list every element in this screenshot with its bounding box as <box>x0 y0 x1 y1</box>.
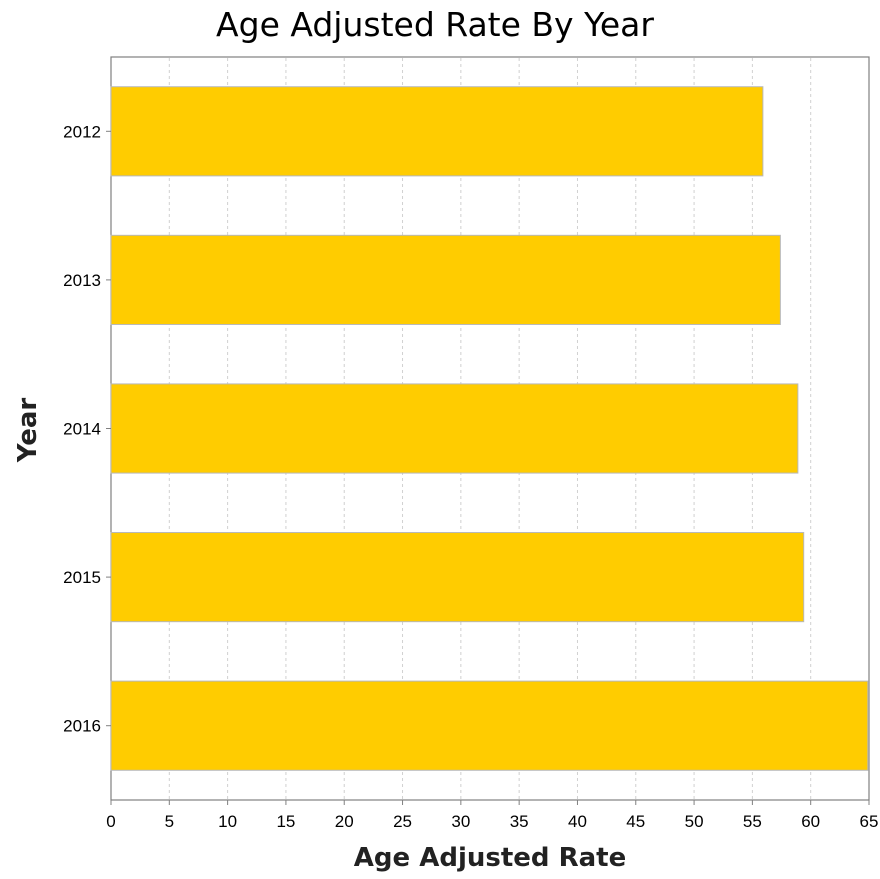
x-tick-label: 45 <box>626 812 645 831</box>
x-tick-label: 0 <box>106 812 115 831</box>
bar-2016 <box>110 680 869 771</box>
bar-2014 <box>110 383 799 474</box>
x-tick-label: 60 <box>801 812 820 831</box>
y-tick-label: 2013 <box>63 271 101 290</box>
bar-2015 <box>110 532 805 623</box>
y-axis-title: Year <box>13 398 43 464</box>
x-axis-title: Age Adjusted Rate <box>354 843 626 873</box>
x-tick-label: 15 <box>276 812 295 831</box>
y-tick-label: 2015 <box>63 568 101 587</box>
x-tick-label: 5 <box>165 812 174 831</box>
x-axis: 0 5 10 15 20 25 30 35 40 45 50 55 60 65 <box>106 800 878 831</box>
bar-2012 <box>110 86 764 177</box>
y-tick-label: 2012 <box>63 122 101 141</box>
y-tick-label: 2016 <box>63 717 101 736</box>
y-axis: 2012 2013 2014 2015 2016 <box>63 122 111 736</box>
chart-title: Age Adjusted Rate By Year <box>216 5 654 44</box>
bar-2013 <box>110 234 781 325</box>
x-tick-label: 20 <box>335 812 354 831</box>
x-tick-label: 35 <box>510 812 529 831</box>
x-tick-label: 55 <box>743 812 762 831</box>
x-tick-label: 25 <box>393 812 412 831</box>
x-tick-label: 30 <box>451 812 470 831</box>
x-tick-label: 10 <box>218 812 237 831</box>
x-tick-label: 65 <box>860 812 879 831</box>
x-tick-label: 50 <box>685 812 704 831</box>
y-tick-label: 2014 <box>63 420 101 439</box>
x-tick-label: 40 <box>568 812 587 831</box>
bars <box>110 86 869 771</box>
